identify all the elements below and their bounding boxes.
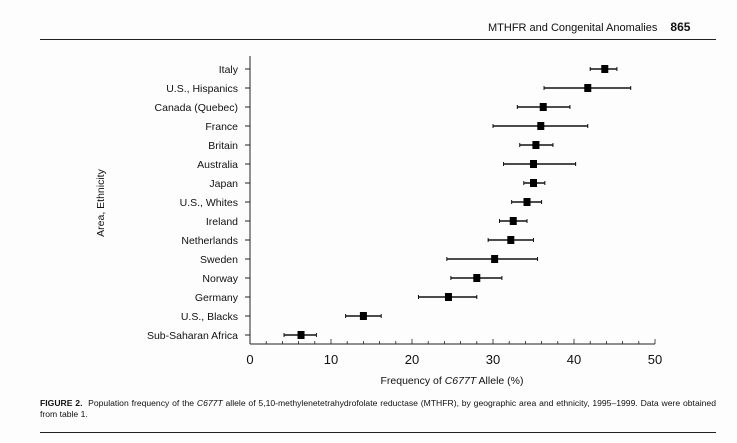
point-estimate	[530, 160, 537, 168]
y-tick-label: U.S., Hispanics	[166, 83, 238, 95]
x-tick-label: 40	[567, 352, 581, 367]
page-number: 865	[670, 20, 691, 34]
y-tick-label: France	[205, 121, 238, 133]
header-rule	[40, 39, 716, 40]
x-axis-label: Frequency of C677T Allele (%)	[381, 375, 524, 387]
y-tick-label: Canada (Quebec)	[155, 102, 238, 114]
x-tick-label: 50	[648, 352, 662, 367]
point-estimate	[509, 217, 517, 225]
x-tick-label: 30	[486, 352, 500, 367]
point-estimate	[532, 141, 540, 149]
y-tick-label: U.S., Blacks	[181, 311, 238, 323]
point-estimate	[537, 122, 545, 130]
y-tick-label: Ireland	[206, 216, 238, 228]
x-tick-label: 0	[246, 352, 253, 367]
point-estimate	[584, 84, 592, 92]
y-tick-label: Germany	[195, 292, 239, 304]
point-estimate	[601, 65, 609, 73]
point-estimate	[444, 293, 452, 301]
y-tick-label: Britain	[208, 140, 238, 152]
figure-caption: FIGURE 2. Population frequency of the C6…	[40, 398, 716, 419]
x-tick-label: 20	[405, 352, 419, 367]
point-estimate	[359, 312, 367, 320]
point-estimate	[530, 179, 537, 187]
y-tick-label: U.S., Whites	[180, 197, 238, 209]
point-estimate	[539, 103, 547, 111]
point-estimate	[473, 274, 481, 282]
point-estimate	[523, 198, 531, 206]
y-tick-label: Netherlands	[181, 235, 238, 247]
running-title: MTHFR and Congenital Anomalies	[488, 22, 658, 34]
y-tick-label: Japan	[209, 178, 238, 190]
x-tick-label: 10	[324, 352, 338, 367]
forest-plot: Area, Ethnicity Frequency of C677T Allel…	[95, 56, 662, 387]
footer-rule	[40, 432, 716, 433]
figure-label: FIGURE 2.	[40, 398, 83, 408]
point-estimate	[491, 255, 499, 263]
y-tick-label: Australia	[197, 159, 238, 171]
point-estimate	[297, 331, 305, 339]
y-tick-label: Sweden	[200, 254, 238, 266]
y-tick-label: Italy	[219, 64, 239, 76]
running-header: MTHFR and Congenital Anomalies 865	[488, 20, 690, 34]
y-axis-label: Area, Ethnicity	[95, 168, 107, 236]
y-tick-label: Sub-Saharan Africa	[147, 330, 238, 342]
point-estimate	[507, 236, 515, 244]
y-tick-label: Norway	[202, 273, 238, 285]
